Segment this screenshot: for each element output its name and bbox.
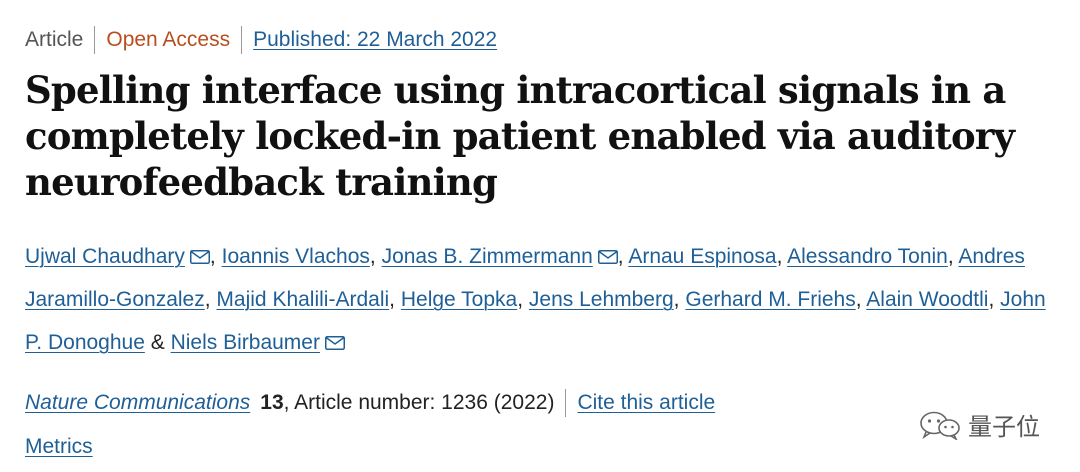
article-title: Spelling interface using intracortical s… — [25, 68, 1015, 204]
author-link[interactable]: John P. Donoghue — [25, 288, 1046, 354]
author-link[interactable]: Gerhard M. Friehs — [685, 288, 856, 311]
watermark: 量子位 — [918, 407, 1040, 442]
divider — [94, 26, 96, 54]
author-link[interactable]: Helge Topka — [400, 288, 518, 311]
author-link[interactable]: Arnau Espinosa — [628, 245, 777, 268]
citation-row: Nature Communications 13, Article number… — [25, 389, 715, 417]
author-link[interactable]: Ioannis Vlachos — [221, 245, 370, 268]
author-ampersand: & — [150, 331, 165, 354]
author-separator: , — [204, 288, 211, 311]
author-separator: , — [389, 288, 395, 311]
author-separator: , — [855, 288, 862, 311]
author-list: Ujwal Chaudhary, Ioannis Vlachos, Jonas … — [25, 235, 1055, 364]
author-separator: , — [209, 245, 216, 268]
author-separator: , — [369, 245, 376, 268]
journal-link[interactable]: Nature Communications — [25, 391, 251, 414]
author-link[interactable]: Ujwal Chaudhary — [25, 245, 185, 268]
divider — [565, 389, 567, 417]
cite-article-link[interactable]: Cite this article — [577, 391, 716, 414]
metrics-link[interactable]: Metrics — [25, 435, 93, 458]
author-separator: , — [947, 245, 954, 268]
author-separator: , — [617, 245, 624, 268]
open-access-badge: Open Access — [106, 28, 231, 51]
author-separator: , — [517, 288, 524, 311]
author-link[interactable]: Jens Lehmberg — [528, 288, 674, 311]
author-link[interactable]: Alessandro Tonin — [787, 245, 948, 268]
author-link[interactable]: Andres Jaramillo-Gonzalez — [25, 245, 1025, 311]
mail-icon[interactable] — [324, 336, 345, 350]
author-link[interactable]: Niels Birbaumer — [170, 331, 320, 354]
divider — [241, 26, 243, 54]
author-separator: , — [673, 288, 680, 311]
mail-icon[interactable] — [189, 250, 210, 264]
author-link[interactable]: Majid Khalili-Ardali — [216, 288, 390, 311]
author-link[interactable]: Alain Woodtli — [866, 288, 989, 311]
author-link[interactable]: Jonas B. Zimmermann — [381, 245, 593, 268]
wechat-icon — [920, 411, 960, 440]
watermark-text: 量子位 — [968, 413, 1040, 441]
published-date-link[interactable]: Published: 22 March 2022 — [253, 28, 498, 51]
article-number: , Article number: 1236 (2022) — [283, 391, 555, 414]
article-type: Article — [25, 28, 84, 51]
author-separator: , — [988, 288, 995, 311]
mail-icon[interactable] — [597, 250, 618, 264]
article-meta: Article Open Access Published: 22 March … — [25, 26, 497, 54]
author-separator: , — [776, 245, 783, 268]
journal-volume: 13 — [260, 391, 284, 414]
